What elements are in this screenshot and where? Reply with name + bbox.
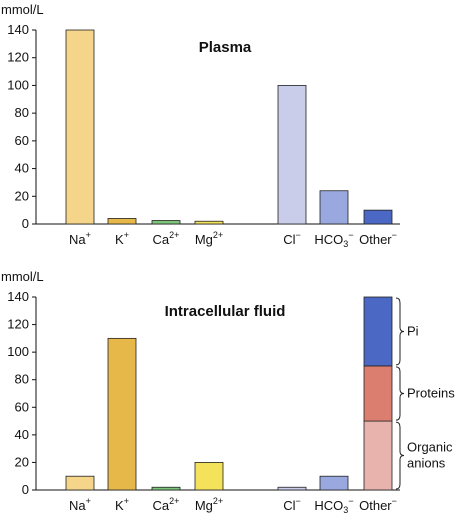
x-category-label: HCO3− (314, 496, 353, 515)
x-category-label: Cl− (283, 496, 301, 513)
x-category-label: Mg2+ (195, 230, 223, 247)
stacked-segment-proteins (363, 365, 393, 422)
segment-brace (395, 366, 405, 421)
chart-title: Intracellular fluid (165, 303, 286, 320)
x-category-label: Ca2+ (153, 496, 180, 513)
y-axis-unit-label: mmol/L (1, 2, 44, 17)
x-category-label: K+ (115, 230, 129, 247)
y-tick-label: 20 (15, 454, 29, 469)
bar-cl (277, 85, 307, 225)
bar-hco (319, 475, 349, 491)
chart-panel-2: mmol/L Intracellular fluid 0 20 40 60 80 100 120… (1, 269, 455, 515)
x-category-label: Cl− (283, 230, 301, 247)
stacked-segment-pi (363, 296, 393, 367)
x-category-label: HCO3− (314, 230, 353, 249)
stacked-segment-organic-anions (363, 420, 393, 491)
bar-mg (194, 462, 224, 491)
y-tick-label: 0 (22, 482, 29, 497)
y-tick-label: 140 (7, 22, 29, 37)
y-axis-unit-label: mmol/L (1, 269, 44, 284)
y-tick-label: 60 (15, 399, 29, 414)
bar-k (107, 337, 137, 491)
y-tick-label: 120 (7, 50, 29, 65)
bar-ca (151, 486, 181, 491)
x-category-label: Na+ (69, 230, 91, 247)
y-tick-label: 0 (22, 216, 29, 231)
segment-label: Proteins (407, 386, 455, 401)
bar-ca (151, 220, 181, 225)
segment-brace (395, 297, 405, 366)
y-tick-label: 140 (7, 289, 29, 304)
y-tick-label: 20 (15, 188, 29, 203)
bar-na (65, 475, 95, 491)
bar-hco (319, 190, 349, 225)
y-tick-label: 40 (15, 427, 29, 442)
x-category-label: Other− (359, 230, 397, 247)
y-tick-label: 100 (7, 77, 29, 92)
bar-na (65, 29, 95, 225)
bar-k (107, 218, 137, 225)
x-category-label: Mg2+ (195, 496, 223, 513)
segment-label: Pi (407, 323, 419, 338)
x-category-label: Ca2+ (153, 230, 180, 247)
x-category-label: K+ (115, 496, 129, 513)
bar-cl (277, 486, 307, 491)
y-tick-label: 80 (15, 105, 29, 120)
x-category-label: Other− (359, 496, 397, 513)
chart-title: Plasma (199, 39, 252, 56)
y-tick-label: 100 (7, 344, 29, 359)
chart-panel-1: mmol/L Plasma 0 20 40 60 80 100 120 140 Na+ K+ Ca2+ M… (1, 2, 400, 249)
y-tick-label: 40 (15, 161, 29, 176)
y-tick-label: 120 (7, 317, 29, 332)
segment-brace (395, 421, 405, 490)
bar-mg (194, 220, 224, 225)
segment-label: Organic anions (407, 440, 453, 471)
y-tick-label: 60 (15, 133, 29, 148)
x-category-label: Na+ (69, 496, 91, 513)
bar-other (363, 209, 393, 225)
y-tick-label: 80 (15, 372, 29, 387)
